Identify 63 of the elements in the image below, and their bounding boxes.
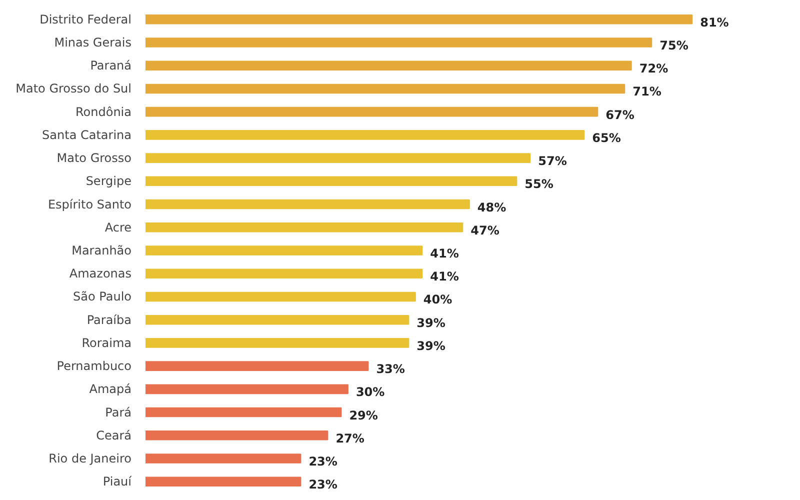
y-tick-label: Paraná [90, 58, 132, 73]
data-label: 27% [336, 431, 364, 446]
bar [146, 38, 652, 48]
data-label: 29% [349, 408, 378, 422]
data-label: 81% [700, 15, 729, 30]
data-label: 72% [639, 62, 668, 76]
y-tick-label: Piauí [102, 474, 132, 489]
bar [146, 384, 348, 394]
y-tick-label: Minas Gerais [54, 35, 132, 50]
bar [146, 199, 470, 210]
y-tick-label: Amapá [89, 382, 132, 396]
bar [146, 60, 632, 70]
data-label: 40% [423, 292, 452, 307]
bar [146, 246, 423, 256]
data-label: 55% [524, 177, 554, 192]
y-tick-label: Maranhão [72, 244, 132, 258]
bar [146, 14, 693, 24]
bar [146, 106, 598, 117]
data-label: 65% [592, 130, 621, 145]
y-tick-label: Sergipe [86, 174, 132, 188]
y-tick-label: Rondônia [76, 104, 132, 119]
bar [146, 292, 416, 302]
data-label: 67% [606, 108, 634, 122]
data-label: 33% [376, 362, 405, 376]
bar [146, 361, 369, 371]
data-label: 30% [356, 385, 385, 400]
y-tick-label: Roraima [82, 336, 132, 350]
y-tick-label: Mato Grosso do Sul [16, 82, 132, 96]
bar [146, 130, 585, 140]
data-label: 39% [416, 338, 446, 353]
bar [146, 268, 423, 279]
y-tick-label: Ceará [96, 428, 132, 442]
bar [146, 222, 464, 232]
bar [146, 153, 531, 163]
data-label: 39% [416, 316, 446, 330]
bar [146, 430, 328, 440]
bar [146, 338, 410, 348]
bar [146, 407, 342, 418]
bar [146, 314, 410, 325]
bar [146, 476, 302, 487]
bar [146, 176, 518, 186]
y-tick-label: São Paulo [73, 290, 132, 304]
y-tick-label: Rio de Janeiro [48, 452, 132, 466]
bar [146, 84, 626, 94]
data-label: 48% [477, 200, 506, 214]
data-label: 41% [430, 270, 459, 284]
y-tick-label: Espírito Santo [48, 197, 132, 212]
data-label: 23% [308, 454, 338, 469]
y-tick-label: Pará [105, 405, 132, 420]
y-tick-label: Acre [104, 220, 132, 234]
y-tick-label: Santa Catarina [42, 128, 132, 142]
data-label: 47% [470, 223, 500, 238]
bar [146, 454, 302, 464]
data-label: 57% [538, 154, 567, 168]
y-tick-label: Pernambuco [56, 359, 132, 374]
data-label: 23% [308, 478, 338, 492]
data-label: 75% [660, 38, 688, 52]
data-label: 41% [430, 246, 459, 260]
y-tick-label: Paraíba [86, 312, 132, 327]
y-tick-label: Mato Grosso [56, 151, 132, 166]
data-label: 71% [632, 84, 662, 99]
y-tick-label: Amazonas [69, 266, 132, 281]
y-tick-label: Distrito Federal [40, 12, 132, 26]
